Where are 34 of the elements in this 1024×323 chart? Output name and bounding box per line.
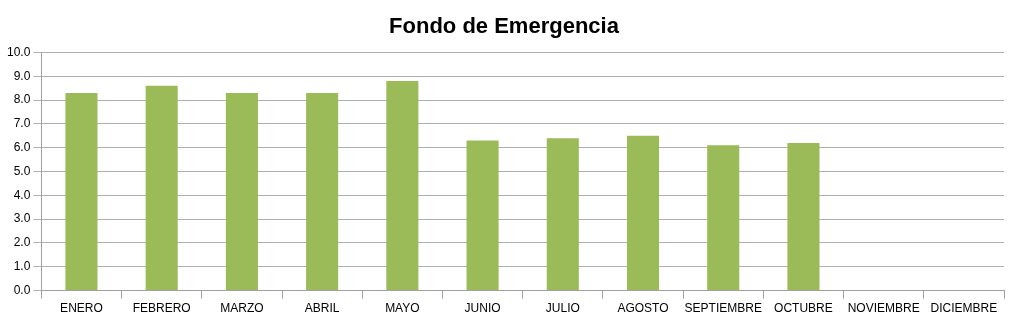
- x-tick-label: MARZO: [220, 301, 264, 316]
- y-tick-label: 9.0: [13, 68, 31, 83]
- bar: [546, 138, 579, 291]
- y-tick-label: 4.0: [13, 187, 31, 202]
- x-tick-label: OCTUBRE: [774, 301, 833, 316]
- x-tick-label: DICIEMBRE: [930, 301, 998, 316]
- bar: [466, 140, 499, 291]
- y-tick-label: 1.0: [13, 259, 31, 274]
- chart-title: Fondo de Emergencia: [389, 13, 620, 39]
- bar: [626, 135, 660, 291]
- x-tick-label: JULIO: [545, 301, 580, 316]
- y-tick-label: 10.0: [7, 44, 31, 59]
- y-tick-label: 5.0: [13, 163, 31, 178]
- bar: [386, 80, 419, 291]
- x-tick-label: ENERO: [60, 301, 103, 316]
- bar: [306, 92, 339, 291]
- y-tick-label: 0.0: [13, 282, 31, 297]
- x-tick-label: JUNIO: [464, 301, 501, 316]
- y-tick-label: 2.0: [13, 235, 31, 250]
- x-tick-label: FEBRERO: [132, 301, 191, 316]
- x-tick-label: ABRIL: [304, 301, 340, 316]
- y-tick-label: 6.0: [13, 139, 31, 154]
- y-tick-label: 7.0: [13, 116, 31, 131]
- y-tick-label: 3.0: [13, 211, 31, 226]
- bar: [787, 142, 820, 291]
- bar: [225, 92, 258, 291]
- y-tick-label: 8.0: [13, 92, 31, 107]
- x-tick-label: SEPTIEMBRE: [684, 301, 762, 316]
- bar: [145, 85, 178, 291]
- x-tick-label: NOVIEMBRE: [847, 301, 920, 316]
- bar: [65, 92, 98, 291]
- x-tick-label: AGOSTO: [617, 301, 669, 316]
- bar: [707, 145, 740, 291]
- x-tick-label: MAYO: [385, 301, 420, 316]
